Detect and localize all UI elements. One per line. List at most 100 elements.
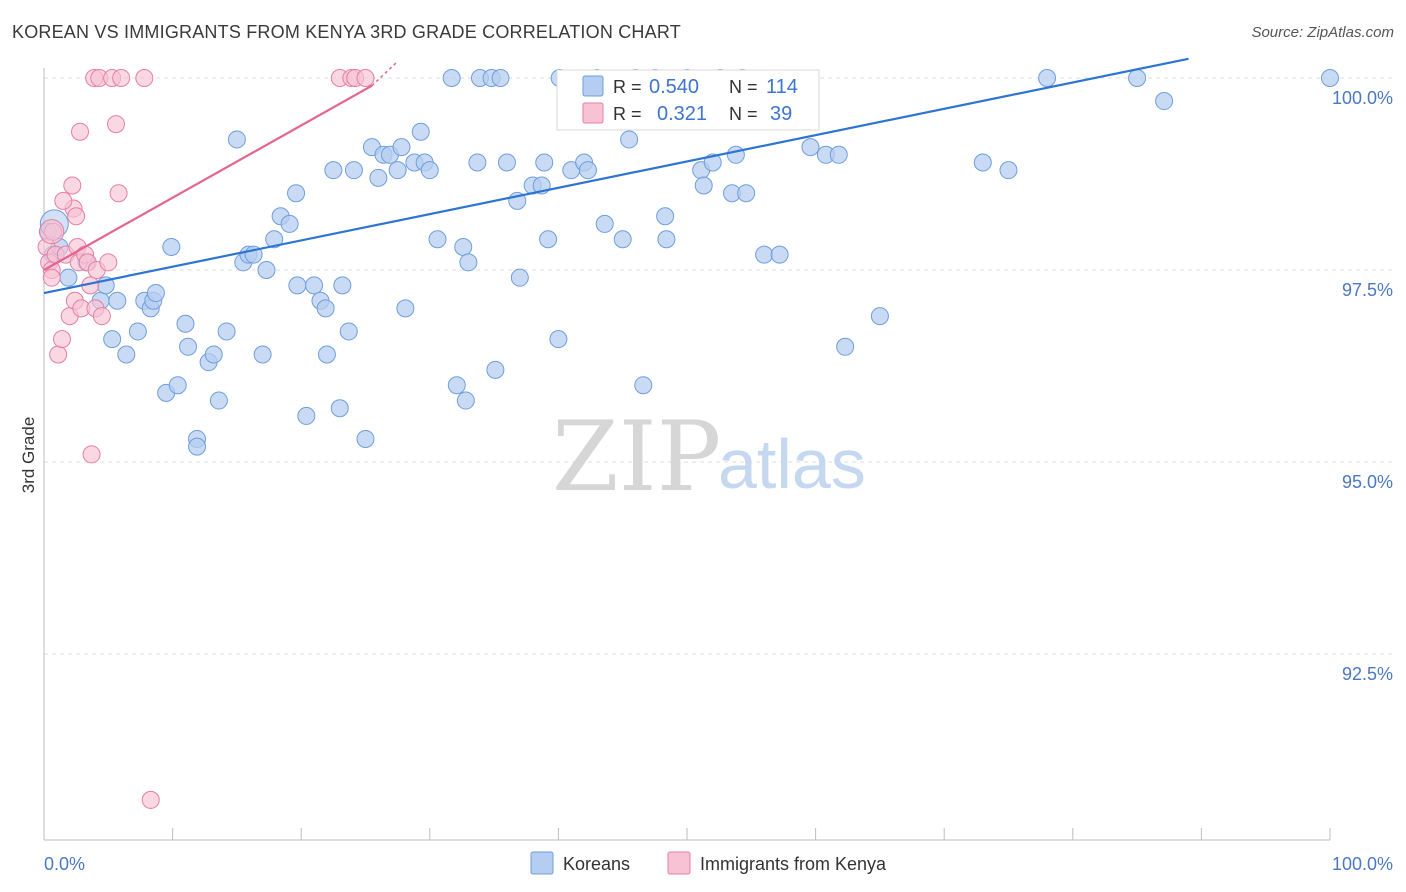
point-koreans-7 bbox=[103, 330, 122, 349]
point-koreans-42 bbox=[330, 399, 349, 418]
y-tick-label-0: 100.0% bbox=[1332, 88, 1393, 108]
point-koreans-18 bbox=[176, 314, 195, 333]
y-tick-labels: 100.0% 97.5% 95.0% 92.5% bbox=[1332, 88, 1393, 684]
point-koreans-35 bbox=[287, 184, 306, 203]
point-koreans-53 bbox=[396, 299, 415, 318]
point-koreans-19 bbox=[179, 337, 198, 356]
point-koreans-31 bbox=[257, 261, 276, 279]
point-koreans-9 bbox=[117, 345, 136, 364]
point-kenya-21 bbox=[82, 445, 101, 464]
point-koreans-66 bbox=[486, 360, 505, 379]
point-kenya-33 bbox=[141, 790, 160, 809]
point-koreans-84 bbox=[634, 376, 653, 395]
point-koreans-30 bbox=[253, 345, 272, 364]
point-koreans-99 bbox=[801, 138, 820, 157]
point-koreans-40 bbox=[316, 299, 335, 318]
point-koreans-44 bbox=[339, 322, 358, 341]
x-tick-label-left: 0.0% bbox=[44, 854, 85, 874]
series-legend: Koreans Immigrants from Kenya bbox=[530, 851, 887, 875]
point-kenya-32 bbox=[135, 69, 154, 87]
y-tick-label-2: 95.0% bbox=[1342, 472, 1393, 492]
chart-title: KOREAN VS IMMIGRANTS FROM KENYA 3RD GRAD… bbox=[12, 22, 681, 42]
point-koreans-57 bbox=[420, 161, 439, 180]
point-koreans-110 bbox=[620, 130, 639, 149]
axes bbox=[43, 68, 1331, 841]
point-koreans-104 bbox=[973, 153, 992, 172]
point-koreans-25 bbox=[217, 322, 236, 341]
legend-swatch-kenya bbox=[582, 102, 604, 124]
point-kenya-29 bbox=[107, 115, 126, 134]
trend-lines bbox=[43, 57, 1189, 295]
point-koreans-32 bbox=[265, 230, 284, 249]
point-koreans-43 bbox=[333, 276, 352, 295]
point-koreans-60 bbox=[447, 376, 466, 395]
point-koreans-102 bbox=[836, 337, 855, 356]
watermark-atlas: atlas bbox=[718, 425, 866, 503]
point-koreans-96 bbox=[737, 184, 756, 203]
point-koreans-23 bbox=[204, 345, 223, 364]
legend-n-label-0: N = bbox=[729, 77, 758, 97]
point-koreans-109 bbox=[1038, 69, 1057, 87]
point-koreans-21 bbox=[188, 437, 207, 456]
legend-r-label-0: R = bbox=[613, 77, 642, 97]
point-kenya-6 bbox=[49, 345, 68, 364]
point-kenya-26 bbox=[92, 307, 111, 326]
point-koreans-38 bbox=[305, 276, 324, 295]
point-koreans-8 bbox=[108, 291, 127, 310]
point-koreans-62 bbox=[456, 391, 475, 410]
point-koreans-14 bbox=[146, 284, 165, 303]
series-kenya bbox=[37, 69, 375, 809]
y-tick-label-3: 92.5% bbox=[1342, 664, 1393, 684]
x-tick-labels: 0.0% 100.0% bbox=[44, 854, 1393, 874]
point-kenya-31 bbox=[112, 69, 131, 87]
point-koreans-107 bbox=[1155, 92, 1174, 111]
bottom-legend-label-kenya: Immigrants from Kenya bbox=[700, 854, 887, 874]
watermark-zip: ZIP bbox=[552, 401, 721, 513]
legend-swatch-koreans bbox=[582, 75, 604, 97]
bottom-legend-label-koreans: Koreans bbox=[563, 854, 630, 874]
legend-n-value-1: 39 bbox=[770, 103, 792, 125]
point-koreans-82 bbox=[613, 230, 632, 249]
point-kenya-38 bbox=[54, 191, 73, 210]
point-koreans-55 bbox=[411, 122, 430, 141]
point-kenya-3 bbox=[42, 268, 61, 287]
point-koreans-103 bbox=[870, 307, 889, 326]
point-koreans-10 bbox=[128, 322, 147, 341]
point-kenya-7 bbox=[53, 330, 72, 349]
point-koreans-51 bbox=[388, 161, 407, 180]
trend-line-kenya bbox=[43, 84, 373, 271]
stats-legend: R = 0.540 N = 114 R = 0.321 N = 39 bbox=[556, 69, 820, 131]
point-koreans-36 bbox=[288, 276, 307, 295]
point-kenya-cluster bbox=[39, 219, 65, 245]
point-koreans-34 bbox=[280, 214, 299, 233]
point-koreans-86 bbox=[656, 207, 675, 226]
point-koreans-90 bbox=[694, 176, 713, 195]
legend-n-label-1: N = bbox=[729, 104, 758, 124]
point-koreans-73 bbox=[535, 153, 554, 172]
point-kenya-37 bbox=[356, 69, 375, 87]
point-koreans-98 bbox=[770, 245, 789, 264]
source-label: Source: ZipAtlas.com bbox=[1251, 24, 1394, 41]
point-koreans-101 bbox=[829, 145, 848, 164]
legend-r-value-0: 0.540 bbox=[649, 76, 699, 98]
point-koreans-45 bbox=[344, 161, 363, 180]
point-koreans-67 bbox=[491, 69, 510, 87]
point-koreans-52 bbox=[392, 138, 411, 157]
point-koreans-37 bbox=[297, 406, 316, 425]
point-koreans-112 bbox=[317, 345, 336, 364]
point-koreans-16 bbox=[162, 237, 181, 256]
point-koreans-75 bbox=[549, 330, 568, 349]
y-tick-label-1: 97.5% bbox=[1342, 280, 1393, 300]
point-koreans-48 bbox=[369, 168, 388, 187]
point-koreans-68 bbox=[497, 153, 516, 172]
point-koreans-97 bbox=[755, 245, 774, 264]
point-koreans-87 bbox=[657, 230, 676, 249]
point-koreans-63 bbox=[468, 153, 487, 172]
x-tick-label-right: 100.0% bbox=[1332, 854, 1393, 874]
legend-n-value-0: 114 bbox=[766, 76, 798, 98]
y-axis-title: 3rd Grade bbox=[19, 417, 38, 494]
bottom-legend-swatch-kenya bbox=[667, 851, 691, 875]
point-kenya-27 bbox=[99, 253, 118, 272]
point-koreans-111 bbox=[459, 253, 478, 272]
